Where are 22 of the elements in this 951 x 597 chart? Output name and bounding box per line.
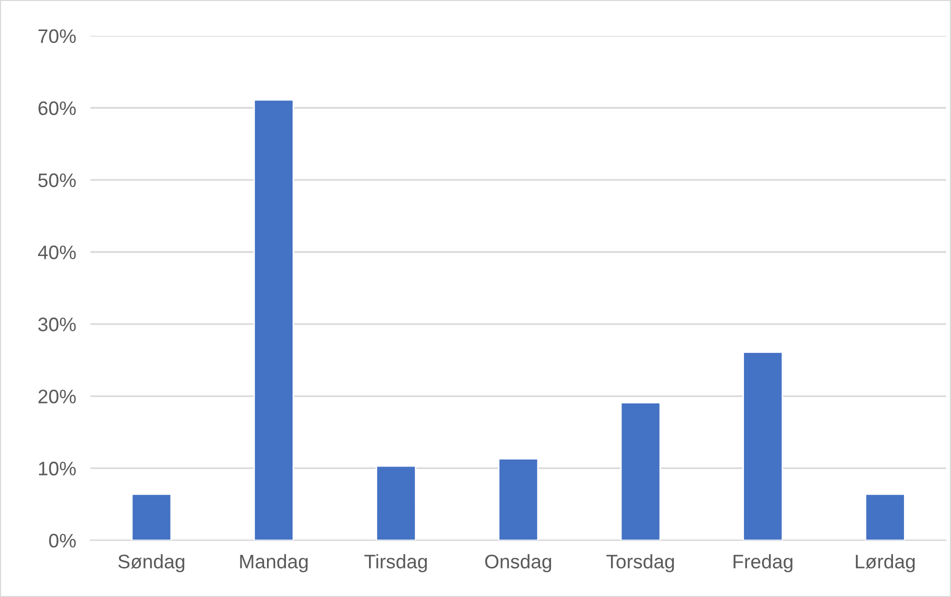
x-tick-label: Onsdag	[485, 554, 552, 572]
y-tick-label: 50%	[38, 173, 76, 188]
bar	[131, 493, 172, 540]
x-tick-label: Søndag	[118, 554, 184, 572]
y-tick-label: 10%	[39, 462, 76, 476]
bar	[498, 458, 539, 540]
bar	[620, 402, 661, 540]
x-tick-label: Tirsdag	[364, 554, 427, 572]
y-tick-label: 70%	[38, 29, 76, 44]
y-tick-label: 60%	[38, 101, 76, 116]
y-tick-label: 0%	[49, 534, 76, 548]
x-tick-label: Torsdag	[606, 554, 674, 572]
x-tick-label: Fredag	[734, 554, 792, 572]
y-tick-label: 40%	[38, 245, 76, 260]
bar	[376, 465, 416, 540]
x-tick-label: Lørdag	[856, 554, 915, 572]
bar	[742, 351, 784, 540]
bar	[253, 99, 294, 540]
y-tick-label: 20%	[38, 390, 76, 404]
x-tick-label: Mandag	[240, 554, 308, 572]
bar	[864, 493, 906, 540]
y-tick-label: 30%	[38, 318, 76, 332]
